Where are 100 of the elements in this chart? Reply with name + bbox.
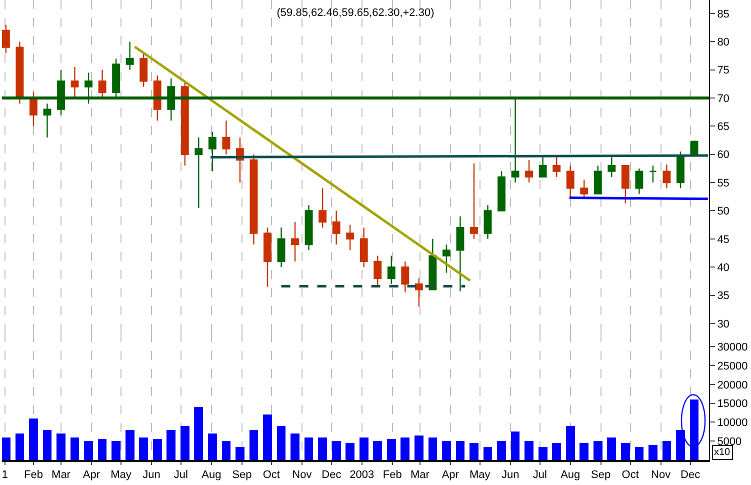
candlestick: [498, 170, 506, 212]
x-tick-label: Nov: [292, 469, 312, 482]
y-tick-label: 30000: [717, 341, 748, 354]
bar: [359, 437, 368, 460]
bar: [84, 441, 93, 460]
y-tick-label: 55: [717, 177, 730, 190]
bar: [208, 434, 217, 460]
candlestick: [70, 66, 79, 99]
y-tick-label: 85: [717, 8, 730, 20]
bar: [56, 434, 66, 460]
candlestick: [140, 52, 148, 88]
bar: [607, 437, 616, 460]
x-tick-label: Aug: [560, 469, 580, 482]
bar: [222, 441, 231, 460]
bar: [442, 441, 451, 460]
candlestick: [153, 74, 162, 122]
bar: [497, 441, 506, 460]
x-tick-label: 1: [2, 469, 8, 482]
bar: [676, 430, 685, 460]
bar: [194, 407, 204, 460]
candlestick: [442, 244, 450, 274]
candlestick: [180, 80, 189, 166]
y-tick-label: 50: [717, 206, 730, 218]
y-tick-label: 80: [717, 36, 730, 49]
y-tick-label: 30: [717, 318, 730, 330]
bar: [538, 446, 548, 460]
candlestick: [552, 156, 561, 178]
y-tick-label: 60: [717, 149, 730, 162]
bar: [386, 439, 396, 460]
bar: [70, 437, 80, 460]
candlestick: [318, 188, 327, 228]
y-tick-label: 15000: [717, 398, 748, 410]
bar: [98, 439, 107, 460]
candlestick: [332, 210, 340, 246]
x-tick-label: Dec: [322, 469, 342, 482]
y-tick-label: 65: [717, 121, 730, 134]
y-tick-label: 70: [717, 92, 730, 105]
candlestick: [538, 156, 547, 178]
bar: [166, 430, 176, 460]
x-tick-label: Sep: [591, 469, 611, 482]
bar: [414, 435, 424, 460]
x-tick-label: Apr: [442, 469, 460, 482]
candlestick: [43, 103, 52, 138]
bar: [510, 432, 520, 460]
bar: [346, 442, 355, 460]
y-tick-label: 10000: [717, 417, 748, 430]
bar: [112, 441, 120, 460]
bar: [29, 418, 38, 460]
bar: [236, 446, 244, 460]
bar: [290, 434, 300, 460]
x-tick-label: Oct: [262, 469, 280, 482]
bar: [483, 446, 492, 460]
bar: [42, 430, 52, 460]
candlestick: [304, 204, 313, 251]
candlestick: [346, 224, 354, 251]
bar: [620, 442, 630, 460]
candlestick: [635, 168, 644, 194]
candlestick: [250, 154, 258, 246]
candlestick: [126, 41, 134, 70]
candlestick: [414, 278, 423, 308]
x-tick-label: Feb: [382, 469, 402, 482]
x-tick-label: Jun: [501, 469, 520, 482]
bar: [456, 441, 465, 460]
candlestick: [360, 227, 368, 268]
candlestick: [662, 164, 671, 189]
bar: [373, 441, 382, 460]
candlestick: [401, 260, 410, 294]
bar: [263, 414, 272, 460]
x-tick-label: Apr: [82, 469, 100, 482]
bar: [400, 437, 410, 460]
bar: [648, 444, 658, 460]
candlestick: [525, 159, 534, 184]
candlestick: [566, 165, 574, 198]
x-tick-label: Jul: [532, 469, 547, 482]
bar: [276, 426, 286, 460]
candlestick: [264, 227, 272, 288]
candlestick: [16, 41, 24, 104]
bar: [332, 441, 341, 460]
bar: [125, 430, 134, 460]
x-tick-label: May: [110, 469, 132, 482]
x-tick-label: Sep: [232, 469, 252, 482]
y-tick-label: 5000: [717, 436, 742, 448]
candlestick: [456, 216, 464, 292]
candlestick: [428, 238, 437, 290]
x-tick-label: Nov: [651, 469, 672, 482]
bar: [15, 434, 24, 460]
bar: [428, 437, 438, 460]
candlestick: [374, 255, 382, 288]
bar: [566, 426, 575, 460]
y-tick-label: 25000: [717, 360, 748, 372]
bar: [304, 437, 314, 460]
candlestick: [222, 120, 230, 155]
bar: [139, 437, 148, 460]
candlestick: [648, 165, 657, 184]
candlestick: [208, 131, 216, 172]
bar: [318, 437, 327, 460]
bar: [634, 446, 644, 460]
text: x10: [714, 447, 731, 458]
bar: [180, 426, 190, 460]
x-tick-label: May: [470, 469, 491, 482]
